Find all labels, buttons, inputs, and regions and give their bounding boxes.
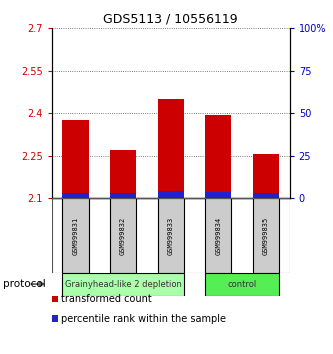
Bar — [158, 192, 184, 198]
Text: control: control — [227, 280, 257, 289]
Title: GDS5113 / 10556119: GDS5113 / 10556119 — [103, 13, 238, 26]
Bar — [62, 120, 89, 198]
Bar — [205, 192, 231, 198]
Bar — [205, 115, 231, 198]
Bar — [158, 198, 184, 273]
Text: protocol: protocol — [3, 279, 46, 289]
Bar — [62, 193, 89, 198]
Bar — [205, 273, 279, 296]
Text: Grainyhead-like 2 depletion: Grainyhead-like 2 depletion — [65, 280, 181, 289]
Text: GSM999831: GSM999831 — [72, 216, 79, 255]
Text: GSM999833: GSM999833 — [167, 216, 174, 255]
Bar — [205, 192, 231, 198]
Bar — [253, 198, 279, 273]
Text: GSM999835: GSM999835 — [263, 216, 269, 255]
Bar — [253, 193, 279, 198]
Bar — [253, 154, 279, 198]
Bar — [62, 193, 89, 198]
Text: GSM999832: GSM999832 — [120, 216, 126, 255]
Text: GSM999834: GSM999834 — [215, 216, 221, 255]
Bar — [110, 198, 136, 273]
Bar — [110, 150, 136, 198]
Bar — [158, 192, 184, 198]
Text: percentile rank within the sample: percentile rank within the sample — [61, 314, 226, 324]
Bar — [158, 99, 184, 198]
Bar — [110, 193, 136, 198]
Bar — [253, 193, 279, 198]
Text: transformed count: transformed count — [61, 294, 152, 304]
Bar — [62, 198, 89, 273]
Bar — [110, 193, 136, 198]
Bar — [62, 273, 184, 296]
Bar — [205, 198, 231, 273]
